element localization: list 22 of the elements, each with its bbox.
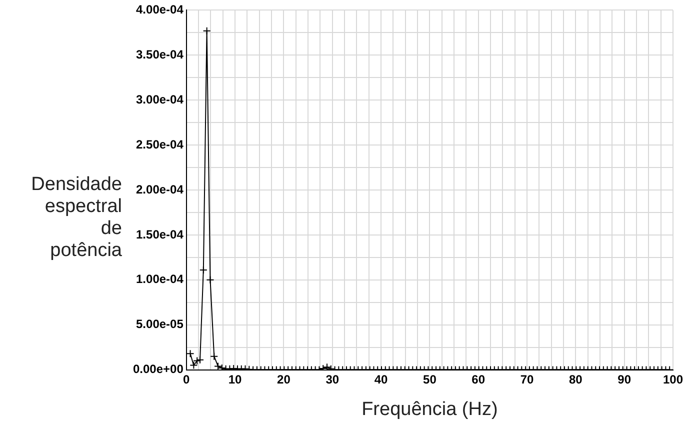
x-tick-label: 0 [183,372,190,386]
x-tick-label: 100 [662,372,684,386]
x-tick-label: 90 [618,372,632,386]
y-tick-label: 4.00e-04 [136,2,184,17]
x-tick-label: 50 [423,372,437,386]
y-tick-label: 0.00e+00 [132,362,184,376]
x-axis-title: Frequência (Hz) [362,398,498,420]
x-tick-label: 60 [472,372,486,386]
y-tick-label: 1.50e-04 [136,227,184,242]
x-tick-label: 40 [374,372,388,386]
y-tick-label: 2.50e-04 [136,137,184,152]
x-tick-label: 20 [277,372,291,386]
x-tick-label: 70 [520,372,534,386]
y-tick-label: 3.00e-04 [136,92,184,106]
y-tick-label: 3.50e-04 [136,47,184,62]
x-tick-label: 10 [228,372,242,386]
x-tick-label: 30 [326,372,340,386]
x-tick-label: 80 [568,372,583,386]
y-axis-title: Densidade espectral de potência [30,174,122,262]
y-tick-label: 1.00e-04 [136,272,184,286]
y-tick-label: 2.00e-04 [136,182,184,196]
y-tick-label: 5.00e-05 [136,317,184,332]
